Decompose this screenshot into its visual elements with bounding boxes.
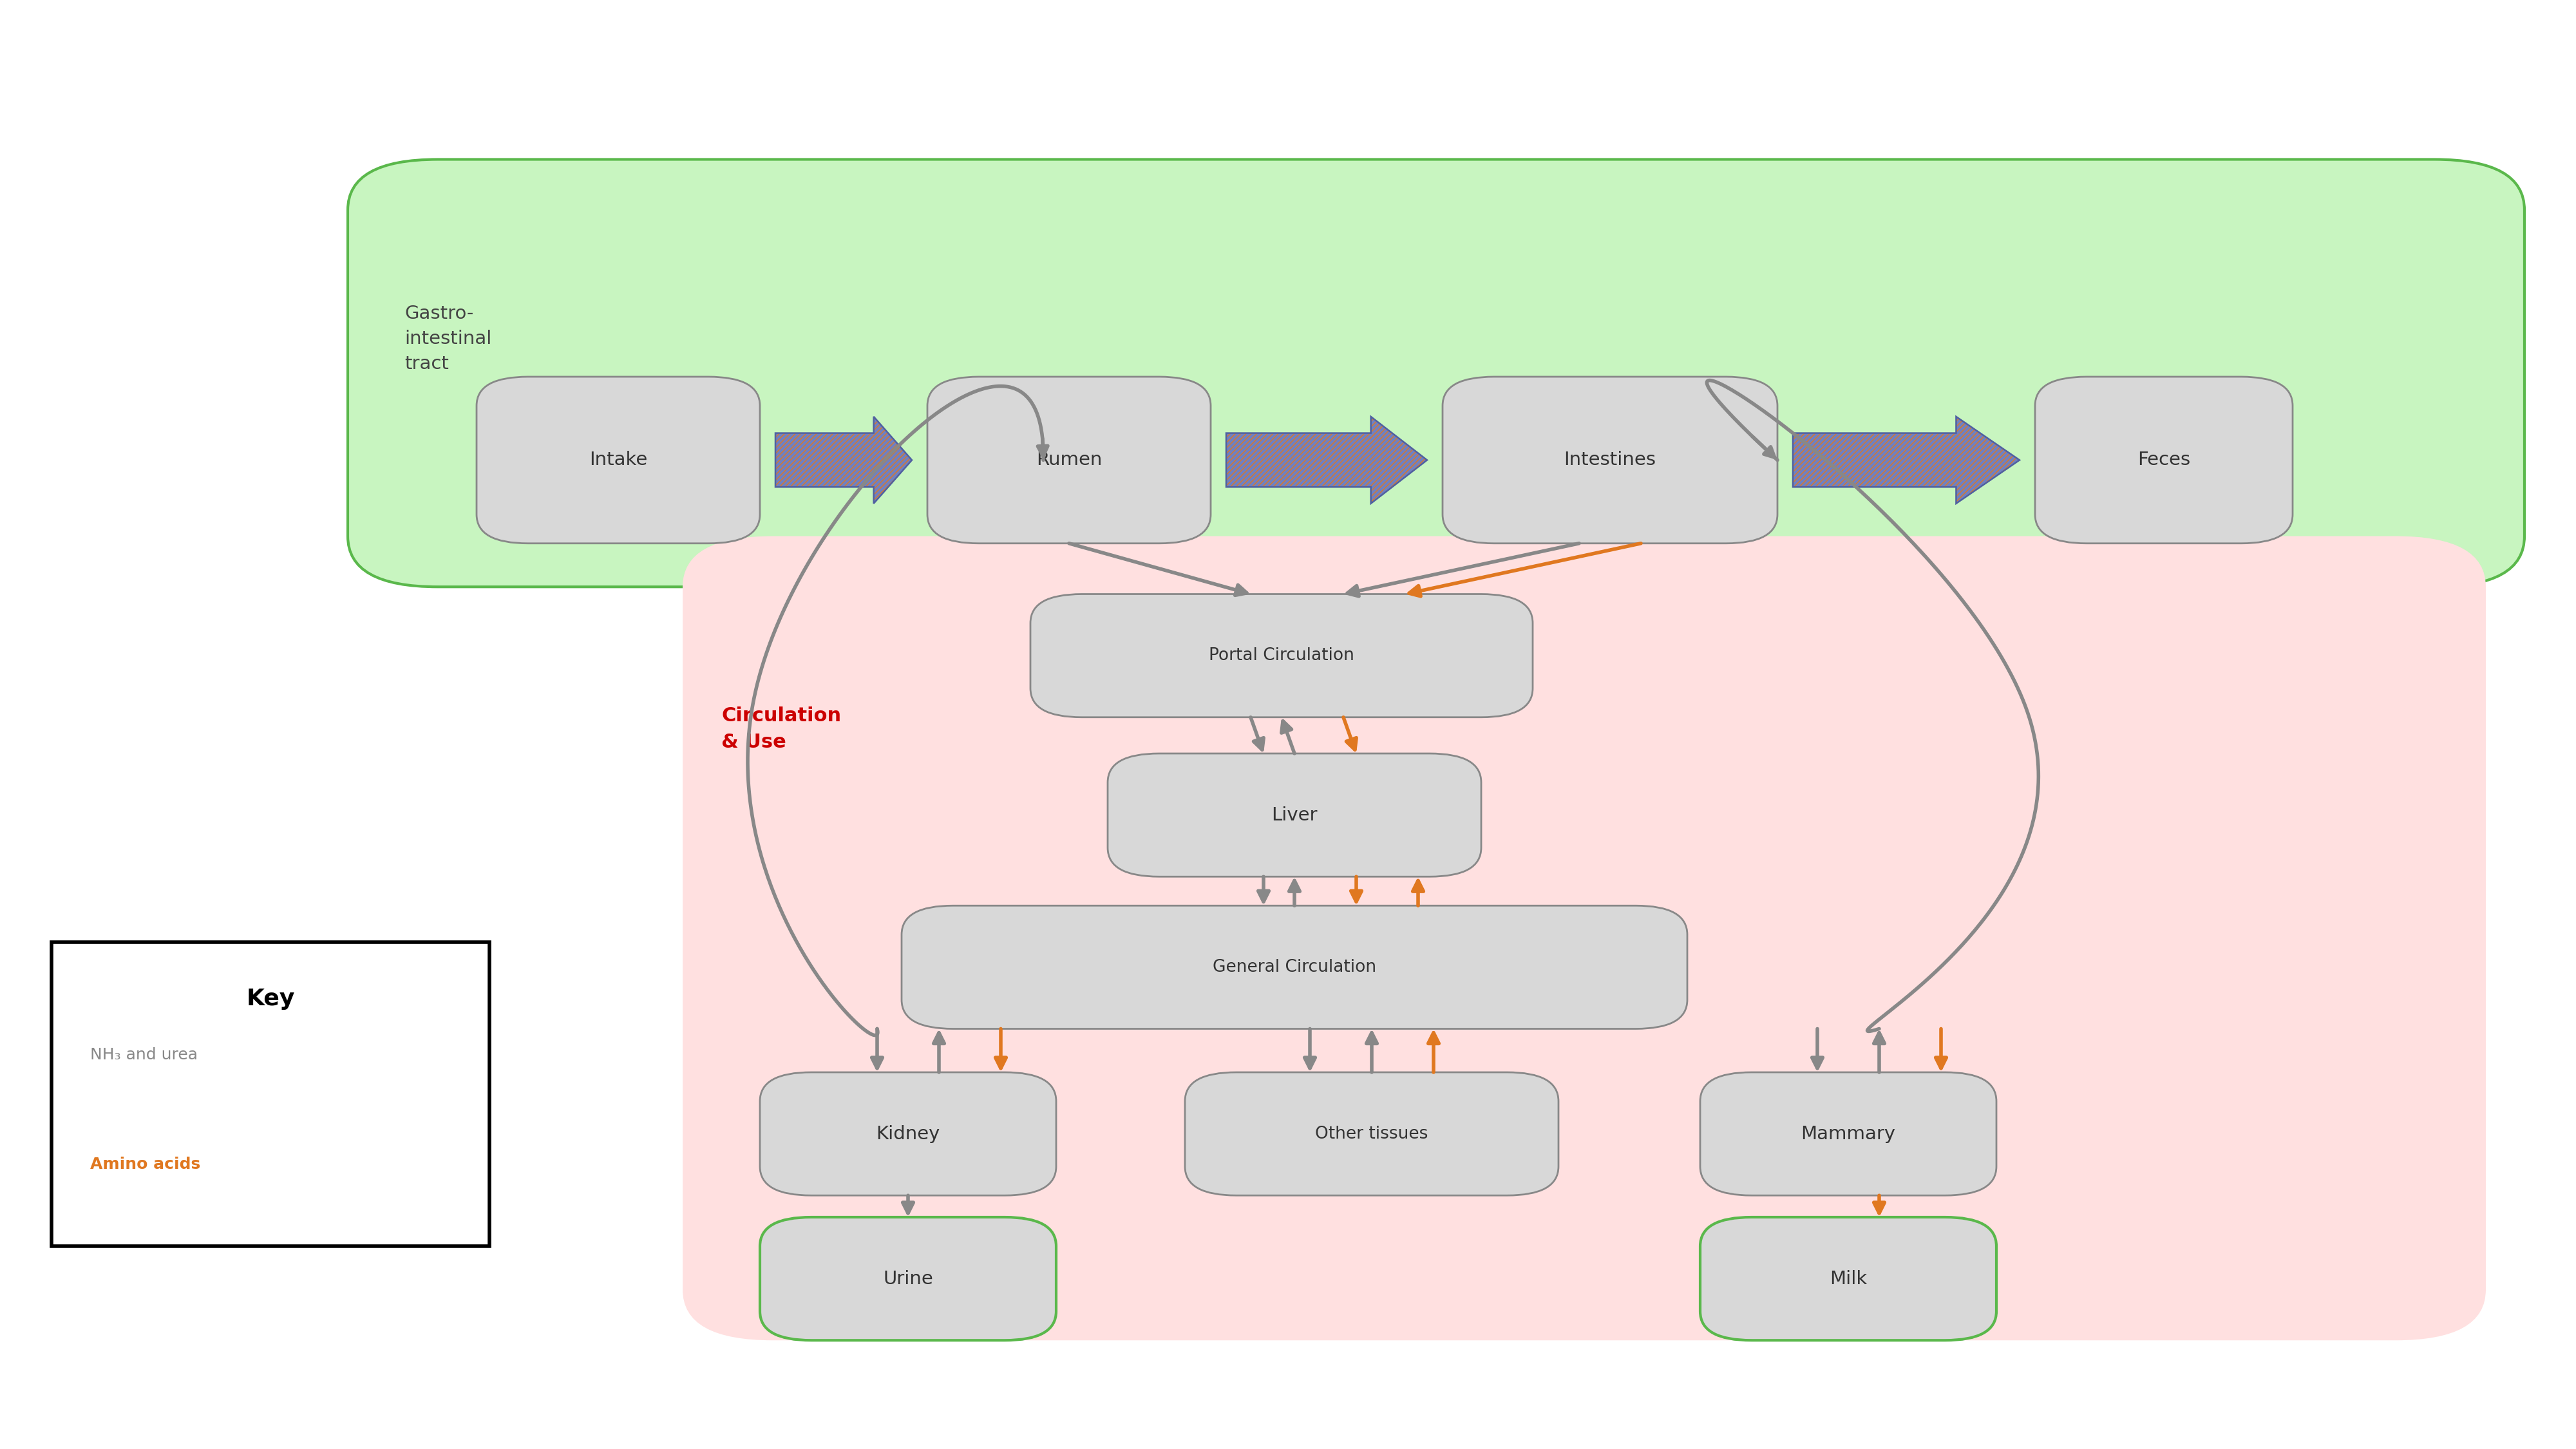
Text: Kidney: Kidney bbox=[876, 1124, 940, 1143]
FancyBboxPatch shape bbox=[760, 1217, 1056, 1340]
Text: Mammary: Mammary bbox=[1801, 1124, 1896, 1143]
FancyBboxPatch shape bbox=[477, 377, 760, 543]
FancyBboxPatch shape bbox=[1700, 1072, 1996, 1195]
Text: Liver: Liver bbox=[1273, 806, 1316, 824]
Text: Gastro-
intestinal
tract: Gastro- intestinal tract bbox=[404, 304, 492, 372]
Text: General Circulation: General Circulation bbox=[1213, 959, 1376, 975]
FancyBboxPatch shape bbox=[683, 536, 2486, 1340]
FancyBboxPatch shape bbox=[1108, 753, 1481, 877]
Text: Key: Key bbox=[247, 988, 294, 1010]
FancyBboxPatch shape bbox=[52, 942, 489, 1246]
FancyBboxPatch shape bbox=[1030, 594, 1533, 717]
FancyBboxPatch shape bbox=[902, 906, 1687, 1029]
Polygon shape bbox=[1793, 417, 2020, 503]
FancyBboxPatch shape bbox=[2035, 377, 2293, 543]
Text: Intestines: Intestines bbox=[1564, 451, 1656, 469]
FancyBboxPatch shape bbox=[760, 1072, 1056, 1195]
Text: Intake: Intake bbox=[590, 451, 647, 469]
Text: Rumen: Rumen bbox=[1036, 451, 1103, 469]
Text: Feces: Feces bbox=[2138, 451, 2190, 469]
FancyBboxPatch shape bbox=[1443, 377, 1777, 543]
Polygon shape bbox=[775, 417, 912, 503]
Text: NH₃ and urea: NH₃ and urea bbox=[90, 1048, 198, 1062]
Text: Milk: Milk bbox=[1829, 1269, 1868, 1288]
FancyBboxPatch shape bbox=[348, 159, 2524, 587]
Polygon shape bbox=[1226, 417, 1427, 503]
Text: Urine: Urine bbox=[884, 1269, 933, 1288]
FancyBboxPatch shape bbox=[1700, 1217, 1996, 1340]
Text: Portal Circulation: Portal Circulation bbox=[1208, 648, 1355, 664]
Text: Amino acids: Amino acids bbox=[90, 1156, 201, 1172]
FancyBboxPatch shape bbox=[1185, 1072, 1558, 1195]
FancyBboxPatch shape bbox=[927, 377, 1211, 543]
Text: Other tissues: Other tissues bbox=[1316, 1126, 1427, 1142]
Text: Circulation
& Use: Circulation & Use bbox=[721, 707, 842, 752]
